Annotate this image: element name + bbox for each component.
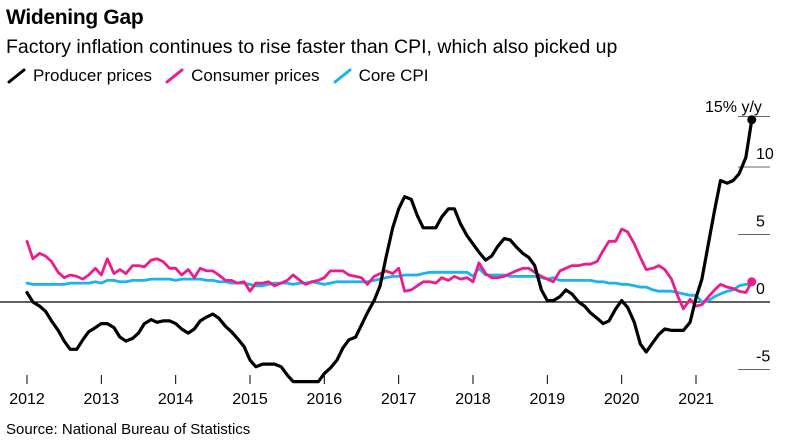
y-axis-unit-label: 15% y/y	[705, 99, 762, 116]
chart-title: Widening Gap	[6, 6, 144, 29]
x-tick-label-2021: 2021	[678, 391, 714, 408]
x-tick-label-2019: 2019	[530, 391, 566, 408]
series-layer	[25, 115, 757, 384]
x-tick-label-2018: 2018	[455, 391, 491, 408]
legend: Producer prices Consumer prices Core CPI	[6, 66, 440, 86]
y-tick-label-10: 10	[756, 146, 774, 163]
legend-item-core-cpi: Core CPI	[332, 66, 429, 86]
y-tick-label--5: -5	[756, 349, 770, 366]
legend-swatch-core-cpi	[333, 68, 352, 84]
x-tick-label-2014: 2014	[158, 391, 194, 408]
legend-swatch-producer-prices	[7, 68, 26, 84]
source-note: Source: National Bureau of Statistics	[6, 421, 251, 438]
legend-label-core-cpi: Core CPI	[358, 66, 429, 85]
y-tick-label-5: 5	[756, 214, 765, 231]
x-tick-label-2016: 2016	[307, 391, 343, 408]
x-tick-label-2012: 2012	[9, 391, 45, 408]
series-line-consumer-prices	[25, 227, 754, 311]
legend-label-producer-prices: Producer prices	[33, 66, 153, 85]
y-tick-label-0: 0	[756, 281, 765, 298]
legend-item-producer-prices: Producer prices	[6, 66, 152, 86]
series-line-core-cpi	[25, 266, 754, 304]
end-marker-consumer-prices	[747, 277, 757, 287]
x-axis: 2012 2013 2014 2015 2016 2017 2018 2019 2020 2021	[9, 375, 714, 408]
end-marker-producer-prices	[747, 115, 757, 125]
x-tick-label-2015: 2015	[232, 391, 268, 408]
legend-swatch-consumer-prices	[165, 68, 184, 84]
x-tick-label-2013: 2013	[84, 391, 120, 408]
series-line-producer-prices	[25, 118, 754, 384]
chart-subtitle: Factory inflation continues to rise fast…	[6, 36, 618, 58]
legend-item-consumer-prices: Consumer prices	[164, 66, 320, 86]
x-tick-label-2020: 2020	[604, 391, 640, 408]
legend-label-consumer-prices: Consumer prices	[191, 66, 320, 85]
y-axis: -5 0 5 10	[0, 116, 774, 370]
x-tick-label-2017: 2017	[381, 391, 417, 408]
